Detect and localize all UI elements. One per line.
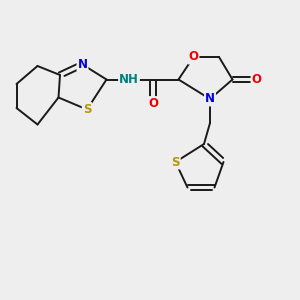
Text: N: N — [77, 58, 88, 71]
Text: O: O — [148, 97, 158, 110]
Text: N: N — [205, 92, 215, 106]
Text: O: O — [188, 50, 199, 64]
Text: S: S — [171, 155, 180, 169]
Text: NH: NH — [119, 73, 139, 86]
Text: S: S — [83, 103, 91, 116]
Text: O: O — [251, 73, 262, 86]
